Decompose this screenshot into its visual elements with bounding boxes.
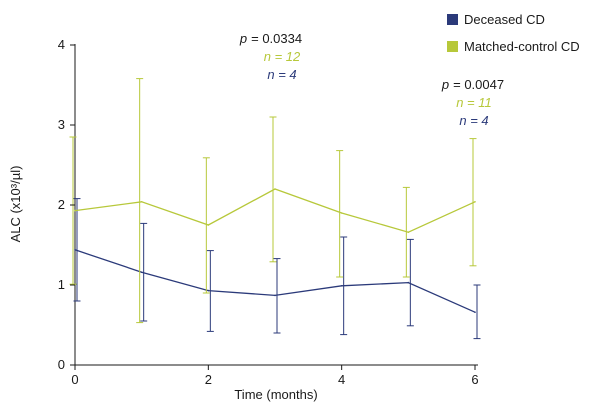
- deceased-cd-point-2: [207, 289, 210, 292]
- y-tick-label-2: 2: [58, 197, 65, 212]
- x-axis-title: Time (months): [234, 387, 317, 402]
- y-tick-label-4: 4: [58, 37, 65, 52]
- x-tick-label-3: 6: [471, 372, 478, 387]
- legend-label-deceased: Deceased CD: [464, 12, 545, 27]
- annotation-2-n-control: n = 11: [456, 95, 492, 110]
- annotation-1-p-value: p = 0.0334: [239, 31, 302, 46]
- x-tick-label-1: 2: [205, 372, 212, 387]
- y-axis-title: ALC (x10³/µl): [8, 166, 23, 243]
- deceased-cd-point-5: [407, 281, 410, 284]
- matched-control-cd-point-4: [340, 212, 343, 214]
- deceased-cd-point-1: [140, 271, 143, 274]
- x-tick-label-2: 4: [338, 372, 345, 387]
- plot-layer: [69, 78, 481, 340]
- x-tick-label-0: 0: [71, 372, 78, 387]
- deceased-cd-point-0: [74, 249, 76, 251]
- deceased-cd-point-6: [474, 311, 476, 314]
- legend-label-matched-control: Matched-control CD: [464, 39, 580, 54]
- matched-control-cd-point-3: [274, 188, 276, 190]
- annotation-1-n-control: n = 12: [264, 49, 301, 64]
- y-tick-label-1: 1: [58, 277, 65, 292]
- y-tick-label-3: 3: [58, 117, 65, 132]
- annotation-1-n-deceased: n = 4: [267, 67, 296, 82]
- matched-control-cd-point-2: [207, 224, 210, 226]
- annotation-2-p-value: p = 0.0047: [441, 77, 504, 92]
- legend-swatch-matched-control: [447, 41, 458, 52]
- annotation-2-n-deceased: n = 4: [459, 113, 488, 128]
- y-tick-label-0: 0: [58, 357, 65, 372]
- deceased-cd-line: [74, 249, 476, 313]
- matched-control-cd-point-1: [140, 201, 143, 203]
- deceased-cd-point-4: [340, 285, 343, 287]
- matched-control-cd-point-0: [74, 209, 76, 212]
- matched-control-cd-point-5: [407, 231, 410, 233]
- matched-control-cd-point-6: [474, 201, 476, 203]
- legend-swatch-deceased: [447, 14, 458, 25]
- deceased-cd-point-3: [274, 294, 276, 297]
- matched-control-cd-line: [74, 188, 476, 233]
